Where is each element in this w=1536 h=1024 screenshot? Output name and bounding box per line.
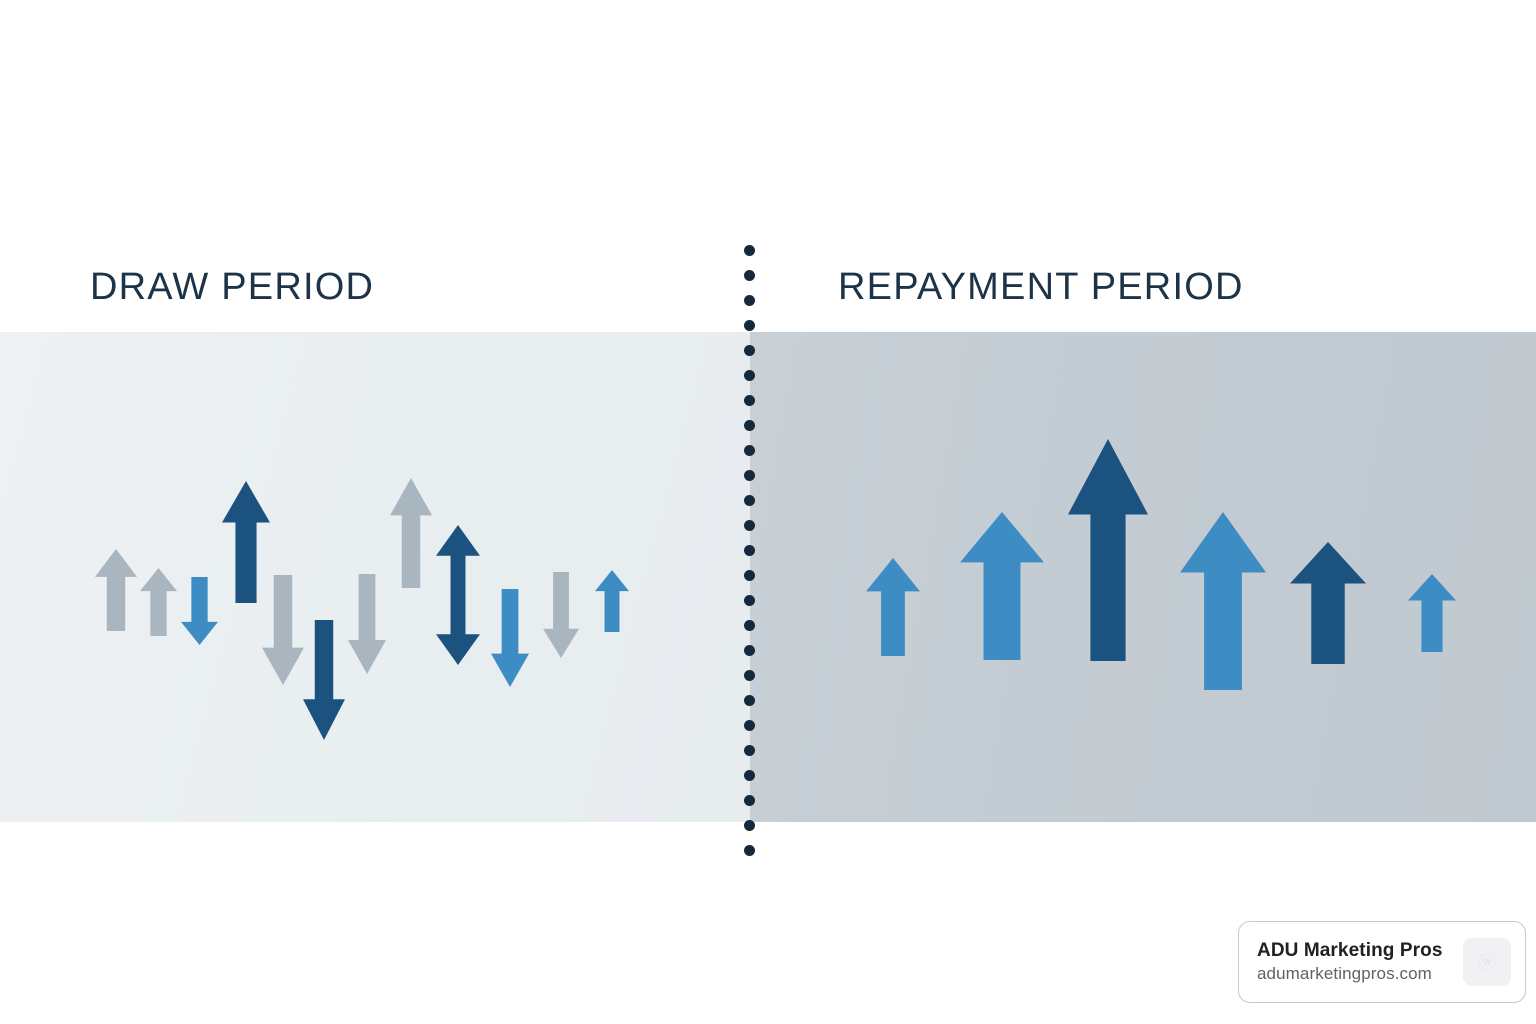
- divider-dot: [744, 795, 755, 806]
- divider-dot: [744, 695, 755, 706]
- divider-dot: [744, 770, 755, 781]
- divider-dot: [744, 820, 755, 831]
- divider-dot: [744, 520, 755, 531]
- divider-dot: [744, 295, 755, 306]
- arrow-repay-6-up-icon: [1408, 574, 1456, 652]
- arrow-repay-4-up-icon: [1180, 512, 1266, 690]
- divider-dot: [744, 745, 755, 756]
- divider-dot: [744, 845, 755, 856]
- arrow-draw-7-down-icon: [348, 574, 386, 674]
- divider-dot: [744, 420, 755, 431]
- divider-dot: [744, 570, 755, 581]
- divider-dot: [744, 395, 755, 406]
- arrow-draw-3-down-icon: [181, 577, 218, 645]
- arrow-repay-5-up-icon: [1290, 542, 1366, 664]
- arrow-draw-10-down-icon: [491, 589, 529, 687]
- divider-dot: [744, 495, 755, 506]
- arrow-repay-2-up-icon: [960, 512, 1044, 660]
- divider-dot: [744, 720, 755, 731]
- divider-dot: [744, 270, 755, 281]
- divider-dot: [744, 370, 755, 381]
- arrow-draw-8-up-icon: [390, 478, 432, 588]
- arrow-draw-11-down-icon: [543, 572, 579, 658]
- watermark-logo-icon: ⓦ: [1463, 938, 1511, 986]
- repayment-period-title: REPAYMENT PERIOD: [838, 266, 1244, 308]
- divider-dot: [744, 645, 755, 656]
- arrow-draw-2-up-icon: [140, 568, 177, 636]
- period-panels: [0, 332, 1536, 822]
- dotted-divider: [744, 240, 756, 856]
- watermark-badge[interactable]: ADU Marketing Pros adumarketingpros.com …: [1238, 921, 1526, 1003]
- arrow-draw-4-up-icon: [222, 481, 270, 603]
- watermark-url: adumarketingpros.com: [1257, 963, 1432, 983]
- divider-dot: [744, 545, 755, 556]
- divider-dot: [744, 595, 755, 606]
- arrow-draw-9-both-icon: [436, 525, 480, 665]
- divider-dot: [744, 445, 755, 456]
- watermark-text-block: ADU Marketing Pros adumarketingpros.com: [1257, 939, 1443, 985]
- divider-dot: [744, 245, 755, 256]
- divider-dot: [744, 470, 755, 481]
- arrow-draw-1-up-icon: [95, 549, 137, 631]
- arrow-draw-5-down-icon: [262, 575, 304, 685]
- divider-dot: [744, 620, 755, 631]
- draw-period-title: DRAW PERIOD: [90, 266, 375, 308]
- divider-dot: [744, 670, 755, 681]
- arrow-draw-6-down-icon: [303, 620, 345, 740]
- power-icon: ⓦ: [1478, 952, 1496, 972]
- watermark-brand-name: ADU Marketing Pros: [1257, 940, 1443, 962]
- arrow-repay-3-up-icon: [1068, 439, 1148, 661]
- arrow-draw-12-up-icon: [595, 570, 629, 632]
- arrow-repay-1-up-icon: [866, 558, 920, 656]
- divider-dot: [744, 345, 755, 356]
- divider-dot: [744, 320, 755, 331]
